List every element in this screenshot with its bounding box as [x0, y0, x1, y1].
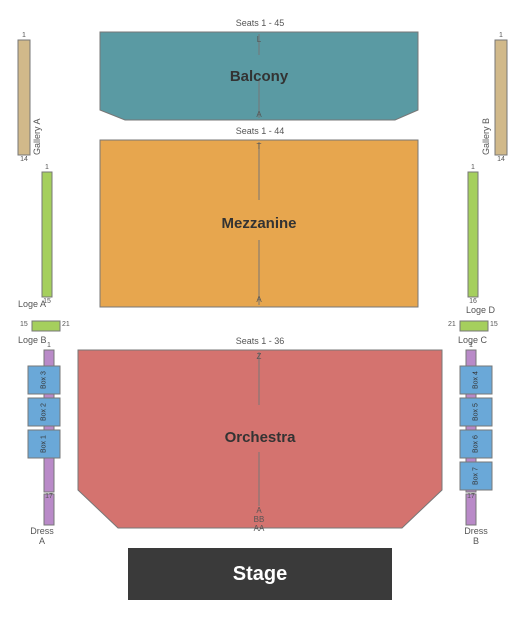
loge-a-label: Loge A: [18, 299, 46, 309]
dress-b-label: Dress B: [456, 527, 496, 547]
seating-chart: Balcony Mezzanine Orchestra Stage Seats 1 - …: [0, 0, 525, 636]
loge-b-right: 21: [62, 321, 70, 328]
loge-c-left: 21: [448, 321, 456, 328]
strip-num: 16: [466, 298, 480, 305]
box-right-1: Box 5: [460, 398, 492, 426]
loge-b-left: 15: [20, 321, 28, 328]
orch-row-aa: AA: [252, 524, 266, 533]
strip-num: 1: [18, 32, 30, 39]
box-right-2: Box 6: [460, 430, 492, 458]
strip-num: 14: [16, 156, 32, 163]
balcony-label: Balcony: [100, 32, 418, 120]
strip-num: 1: [468, 164, 478, 171]
orch-seats-label: Seats 1 - 36: [200, 336, 320, 346]
loge-c-right: 15: [490, 321, 498, 328]
box-left-0: Box 3: [28, 366, 60, 394]
strip-num: 14: [493, 156, 509, 163]
balcony-row-top: L: [254, 35, 264, 44]
strip-num: 17: [464, 493, 478, 500]
mezz-seats-label: Seats 1 - 44: [200, 126, 320, 136]
strip-num: 1: [495, 32, 507, 39]
mezz-row-top: T: [254, 142, 264, 151]
stage-label: Stage: [128, 548, 392, 600]
mezz-row-bottom: A: [254, 295, 264, 304]
loge-d-label: Loge D: [466, 305, 495, 315]
dress-a-label: Dress A: [22, 527, 62, 547]
strip-num: 17: [42, 493, 56, 500]
box-right-3: Box 7: [460, 462, 492, 490]
gallery-b-label: Gallery B: [481, 40, 491, 155]
gallery-a-label: Gallery A: [32, 40, 42, 155]
strip-num: 1: [42, 164, 52, 171]
balcony-row-bottom: A: [254, 110, 264, 119]
box-right-0: Box 4: [460, 366, 492, 394]
box-left-2: Box 1: [28, 430, 60, 458]
loge-c-label: Loge C: [458, 335, 487, 345]
orch-row-top: Z: [254, 352, 264, 361]
loge-b-label: Loge B: [18, 335, 47, 345]
balcony-seats-label: Seats 1 - 45: [200, 18, 320, 28]
orch-row-bb: BB: [252, 515, 266, 524]
orchestra-label: Orchestra: [78, 350, 442, 525]
mezzanine-label: Mezzanine: [100, 140, 418, 307]
orch-row-a: A: [252, 506, 266, 515]
box-left-1: Box 2: [28, 398, 60, 426]
